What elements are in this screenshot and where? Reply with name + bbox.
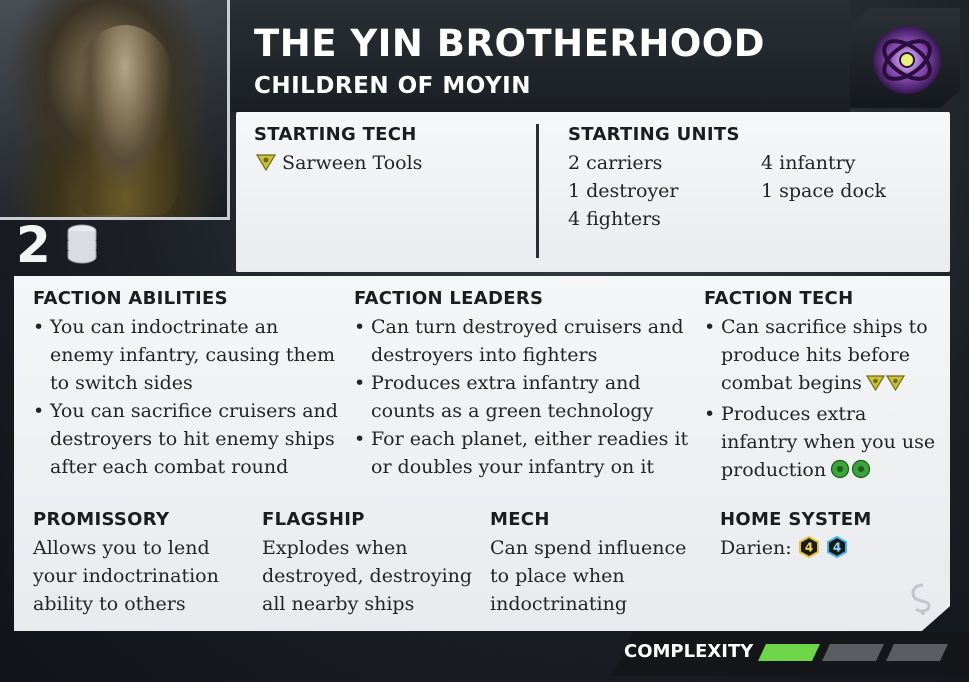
faction-leaders-list: Can turn destroyed cruisers and destroye…: [354, 313, 688, 481]
faction-tech-heading: FACTION TECH: [704, 288, 854, 309]
unit-infantry: 4 infantry: [761, 152, 856, 174]
unit-destroyer: 1 destroyer: [568, 180, 679, 202]
starting-panel: [236, 112, 950, 272]
faction-subtitle: CHILDREN OF MOYIN: [254, 73, 531, 99]
starting-units-col2: 4 infantry 1 space dock: [761, 149, 886, 205]
portrait-figure: [70, 25, 180, 215]
list-item: You can sacrifice cruisers and destroyer…: [33, 397, 338, 481]
starting-tech-heading: STARTING TECH: [254, 124, 417, 145]
faction-leaders-heading: FACTION LEADERS: [354, 288, 544, 309]
influence-value: 4: [833, 541, 841, 555]
influence-hex-icon: 4: [826, 535, 847, 559]
complexity-segment: [822, 644, 884, 661]
faction-portrait: [0, 0, 230, 220]
list-item: Produces extra infantry and counts as a …: [354, 369, 688, 425]
commodity-stack-icon: [67, 224, 97, 264]
faction-icon-frame: [850, 8, 960, 108]
list-item: You can indoctrinate an enemy infantry, …: [33, 313, 338, 397]
promissory-text: Allows you to lend your indoctrination a…: [33, 537, 219, 615]
faction-tech-list: Can sacrifice ships to produce hits befo…: [704, 313, 935, 487]
list-item: For each planet, either readies it or do…: [354, 425, 688, 481]
cybernetic-tech-icon: [865, 375, 905, 392]
mech-heading: MECH: [490, 509, 550, 530]
starting-tech-name: Sarween Tools: [282, 152, 423, 174]
unit-space-dock: 1 space dock: [761, 180, 887, 202]
promissory-heading: PROMISSORY: [33, 509, 170, 530]
mech-text: Can spend influence to place when indoct…: [490, 537, 687, 615]
complexity-segment: [758, 644, 820, 661]
starting-units-col1: 2 carriers 1 destroyer 4 fighters: [568, 149, 679, 233]
title-band: [230, 0, 850, 112]
complexity-label: COMPLEXITY: [624, 641, 754, 662]
faction-title: THE YIN BROTHERHOOD: [254, 22, 765, 65]
biotic-tech-icon: [831, 459, 871, 479]
home-system-planet: Darien: 4 4: [720, 534, 848, 562]
flagship-text: Explodes when destroyed, destroying all …: [262, 537, 473, 615]
list-item: Can sacrifice ships to produce hits befo…: [704, 313, 935, 400]
commodities-value: 2: [16, 216, 51, 274]
faction-abilities-heading: FACTION ABILITIES: [33, 288, 228, 309]
list-item: Can turn destroyed cruisers and destroye…: [354, 313, 688, 369]
tech-prereq-icons: [865, 372, 906, 400]
yin-brotherhood-symbol-icon: [873, 26, 941, 94]
flagship-heading: FLAGSHIP: [262, 509, 365, 530]
planet-name: Darien:: [720, 537, 792, 559]
unit-carriers: 2 carriers: [568, 152, 663, 174]
resource-value: 4: [804, 541, 812, 555]
cybernetic-tech-icon: [255, 154, 277, 172]
list-item: Produces extra infantry when you use pro…: [704, 400, 935, 487]
starting-divider: [536, 124, 539, 258]
starting-tech-item: Sarween Tools: [255, 149, 423, 177]
tech-prereq-icons: [830, 459, 872, 487]
complexity-segment: [886, 644, 948, 661]
resource-hex-icon: 4: [798, 535, 819, 559]
faction-abilities-list: You can indoctrinate an enemy infantry, …: [33, 313, 338, 481]
unit-fighters: 4 fighters: [568, 208, 661, 230]
faction-watermark-icon: [911, 583, 931, 615]
home-system-heading: HOME SYSTEM: [720, 509, 872, 530]
starting-units-heading: STARTING UNITS: [568, 124, 740, 145]
